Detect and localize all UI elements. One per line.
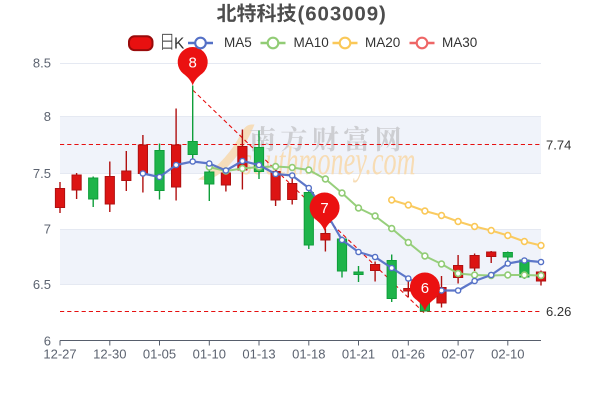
svg-text:12-27: 12-27 bbox=[43, 347, 76, 362]
svg-text:K: K bbox=[174, 36, 185, 53]
svg-text:02-07: 02-07 bbox=[441, 347, 474, 362]
svg-text:MA10: MA10 bbox=[294, 35, 329, 50]
svg-text:01-10: 01-10 bbox=[193, 347, 226, 362]
svg-text:01-21: 01-21 bbox=[342, 347, 375, 362]
svg-text:8.5: 8.5 bbox=[33, 56, 51, 71]
svg-text:6: 6 bbox=[44, 334, 51, 349]
svg-text:7.74: 7.74 bbox=[546, 138, 571, 153]
svg-text:7: 7 bbox=[320, 200, 328, 217]
svg-text:01-26: 01-26 bbox=[392, 347, 425, 362]
svg-text:8: 8 bbox=[44, 109, 51, 124]
svg-text:MA30: MA30 bbox=[442, 35, 477, 50]
svg-text:8: 8 bbox=[189, 55, 197, 72]
svg-text:(603009): (603009) bbox=[298, 3, 387, 26]
svg-text:MA20: MA20 bbox=[365, 35, 400, 50]
svg-text:01-13: 01-13 bbox=[242, 347, 275, 362]
svg-text:southmoney.com: southmoney.com bbox=[242, 140, 416, 184]
svg-text:02-10: 02-10 bbox=[491, 347, 524, 362]
svg-text:12-30: 12-30 bbox=[93, 347, 126, 362]
svg-text:01-18: 01-18 bbox=[292, 347, 325, 362]
svg-text:6: 6 bbox=[421, 280, 429, 297]
svg-text:7.5: 7.5 bbox=[33, 166, 51, 181]
svg-text:01-05: 01-05 bbox=[143, 347, 176, 362]
svg-text:MA5: MA5 bbox=[224, 35, 252, 50]
svg-text:7: 7 bbox=[44, 222, 51, 237]
svg-text:6.26: 6.26 bbox=[546, 304, 571, 319]
svg-text:6.5: 6.5 bbox=[33, 277, 51, 292]
